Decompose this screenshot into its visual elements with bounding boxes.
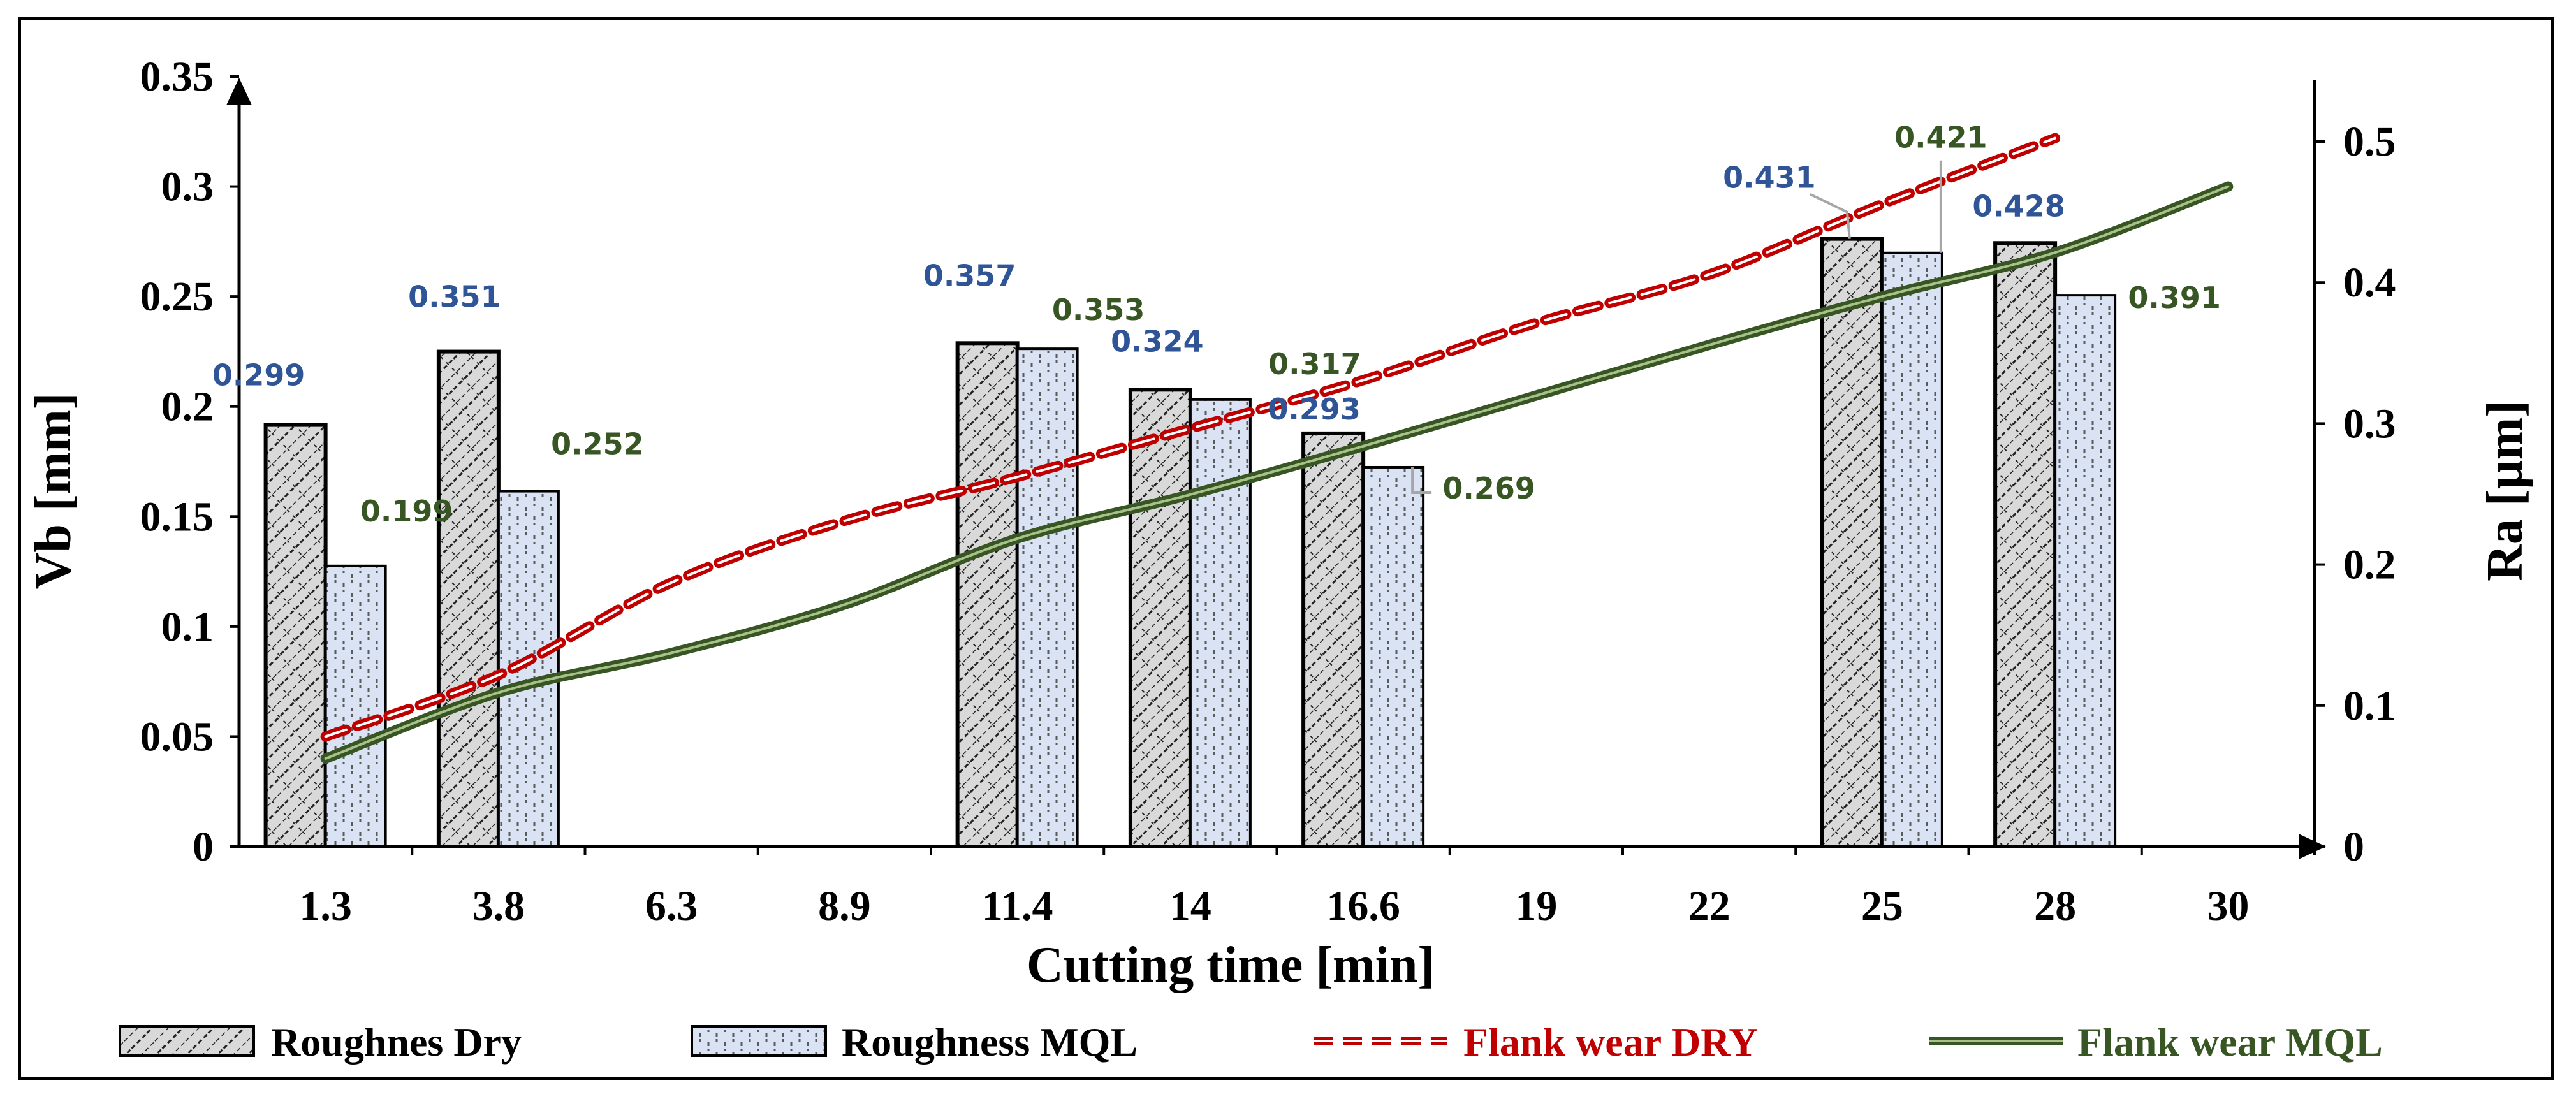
data-label-roughnes-dry: 0.299 xyxy=(212,358,305,393)
legend-label-roughnes-dry: Roughnes Dry xyxy=(271,1019,522,1065)
x-tick-label: 16.6 xyxy=(1326,883,1400,929)
data-label-roughness-mql: 0.317 xyxy=(1268,347,1361,381)
x-tick-label: 25 xyxy=(1861,883,1903,929)
y2-axis-ticks: 0 0.1 0.2 0.3 0.4 0.5 xyxy=(2315,119,2396,870)
legend-item-flank-wear-mql: Flank wear MQL xyxy=(1929,1019,2383,1065)
y-tick-label: 0.2 xyxy=(161,384,214,430)
y2-tick-label: 0.3 xyxy=(2343,400,2396,447)
x-tick-label: 11.4 xyxy=(982,883,1053,929)
y2-tick-label: 0 xyxy=(2343,824,2364,870)
bar-roughnes-dry xyxy=(1301,431,1366,848)
bars-layer xyxy=(263,237,2117,849)
bar-roughnes-dry xyxy=(955,341,1020,848)
x-tick-label: 14 xyxy=(1169,883,1211,929)
data-label-leader xyxy=(1411,467,1432,494)
legend-item-flank-wear-dry: Flank wear DRY xyxy=(1314,1019,1758,1065)
bar-roughnes-dry xyxy=(263,423,328,848)
y2-tick-label: 0.4 xyxy=(2343,259,2396,306)
data-label-leader xyxy=(1810,193,1851,239)
y2-tick-label: 0.1 xyxy=(2343,683,2396,729)
y-tick-label: 0.15 xyxy=(140,493,214,540)
x-axis-title: Cutting time [min] xyxy=(1027,937,1435,993)
x-axis-arrow xyxy=(2299,834,2326,859)
data-label-roughness-mql: 0.269 xyxy=(1442,471,1535,506)
x-tick-label: 3.8 xyxy=(472,883,525,929)
data-label-roughnes-dry: 0.351 xyxy=(408,280,501,314)
data-label-roughness-mql: 0.252 xyxy=(551,427,644,462)
legend: Roughnes Dry Roughness MQL Flank wear DR… xyxy=(119,1019,2383,1065)
bar-roughness-mql xyxy=(1880,251,1943,848)
y-tick-label: 0.05 xyxy=(140,713,214,760)
bar-roughnes-dry xyxy=(1128,388,1192,848)
x-tick-label: 28 xyxy=(2034,883,2076,929)
line-flank-wear-dry-inner xyxy=(324,136,2057,738)
legend-item-roughness-mql: Roughness MQL xyxy=(691,1019,1138,1065)
bar-roughness-mql xyxy=(324,564,387,848)
data-label-roughnes-dry: 0.431 xyxy=(1723,161,1816,195)
x-tick-label: 6.3 xyxy=(645,883,698,929)
y-tick-label: 0.1 xyxy=(161,604,214,650)
x-tick-label: 22 xyxy=(1688,883,1731,929)
bar-roughness-mql xyxy=(1016,347,1079,848)
y-tick-label: 0.25 xyxy=(140,273,214,320)
legend-swatch-roughnes-dry xyxy=(119,1025,255,1057)
y2-axis-title: Ra [µm] xyxy=(2477,400,2533,581)
line-flank-wear-mql-inner xyxy=(324,185,2230,760)
legend-item-roughnes-dry: Roughnes Dry xyxy=(119,1019,522,1065)
bar-roughness-mql xyxy=(2054,294,2117,848)
bar-roughnes-dry xyxy=(436,349,501,848)
legend-label-roughness-mql: Roughness MQL xyxy=(842,1019,1138,1065)
bar-roughness-mql xyxy=(1189,398,1252,848)
data-label-roughnes-dry: 0.428 xyxy=(1972,189,2065,223)
y-axis-ticks: 0 0.05 0.1 0.15 0.2 0.25 0.3 0.35 xyxy=(140,54,239,870)
x-tick-label: 8.9 xyxy=(818,883,871,929)
data-label-roughnes-dry: 0.293 xyxy=(1268,392,1361,426)
data-labels: 0.299 0.351 0.357 0.324 0.293 0.431 0.428 0.199… xyxy=(212,120,2221,528)
x-axis-ticks: 1.3 3.8 6.3 8.9 11.4 14 16.6 19 22 25 28 30 xyxy=(299,847,2316,929)
bar-roughnes-dry xyxy=(1993,241,2058,849)
y-tick-label: 0.35 xyxy=(140,54,214,100)
data-label-roughnes-dry: 0.357 xyxy=(923,258,1016,293)
y2-tick-label: 0.2 xyxy=(2343,542,2396,588)
legend-swatch-roughness-mql xyxy=(691,1025,827,1057)
y-axis-title: Vb [mm] xyxy=(26,393,82,590)
x-tick-label: 19 xyxy=(1515,883,1557,929)
bar-roughnes-dry xyxy=(1820,237,1884,848)
bar-roughness-mql xyxy=(1362,465,1425,848)
y-tick-label: 0.3 xyxy=(161,164,214,210)
legend-label-flank-wear-mql: Flank wear MQL xyxy=(2077,1019,2383,1065)
data-label-roughnes-dry: 0.324 xyxy=(1111,324,1204,358)
lines-layer xyxy=(320,133,2234,764)
x-tick-label: 30 xyxy=(2207,883,2249,929)
y-tick-label: 0 xyxy=(193,824,214,870)
x-tick-label: 1.3 xyxy=(299,883,352,929)
data-label-roughness-mql: 0.421 xyxy=(1894,120,1987,155)
y2-tick-label: 0.5 xyxy=(2343,119,2396,165)
y-axis-arrow xyxy=(226,78,252,105)
data-label-roughness-mql: 0.353 xyxy=(1052,293,1145,327)
data-label-roughness-mql: 0.199 xyxy=(360,494,453,528)
data-label-roughness-mql: 0.391 xyxy=(2128,280,2221,315)
legend-label-flank-wear-dry: Flank wear DRY xyxy=(1463,1019,1758,1065)
